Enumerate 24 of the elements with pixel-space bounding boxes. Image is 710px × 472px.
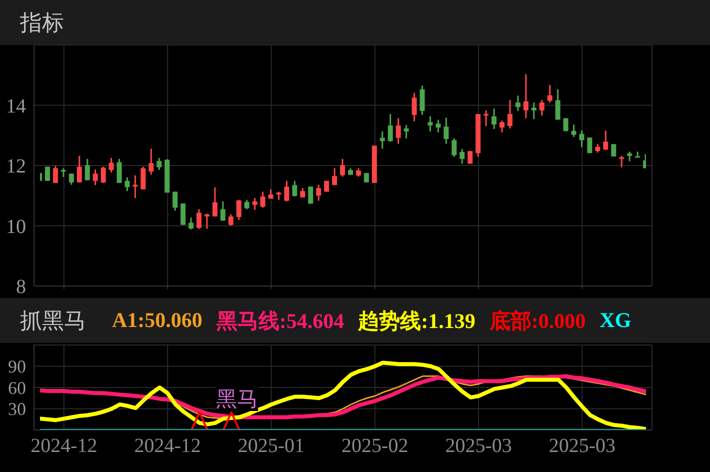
text: A1:50.060 (112, 308, 202, 333)
line-series (40, 360, 646, 430)
text: XG (600, 308, 632, 333)
x-tick-label: 2024-12 (30, 435, 98, 458)
y-tick-label: 30 (8, 399, 26, 420)
y-tick-label: 14 (6, 95, 26, 118)
y-tick-label: 8 (16, 276, 26, 298)
x-tick-label: 2025-01 (238, 435, 305, 458)
x-tick-label: 2025-02 (342, 435, 408, 458)
y-tick-label: 60 (8, 378, 26, 398)
line-series (40, 374, 646, 420)
annotation: 黑马 (216, 387, 258, 411)
text: 底部:0.000 (489, 308, 586, 334)
y-tick-label: 12 (6, 156, 26, 178)
y-tick-label: 90 (8, 356, 26, 377)
x-tick-label: 2025-03 (548, 435, 616, 458)
series-label: 趋势线:1.139 (358, 308, 476, 334)
chart-title: 抓黑马 (20, 306, 86, 334)
candlestick (204, 214, 210, 229)
text: 黑马线:54.604 (216, 308, 344, 334)
chart-title: 指标 (20, 8, 64, 36)
x-tick-label: 2025-03 (445, 435, 512, 458)
y-tick-label: 10 (6, 216, 26, 238)
x-tick-label: 2024-12 (134, 435, 201, 458)
